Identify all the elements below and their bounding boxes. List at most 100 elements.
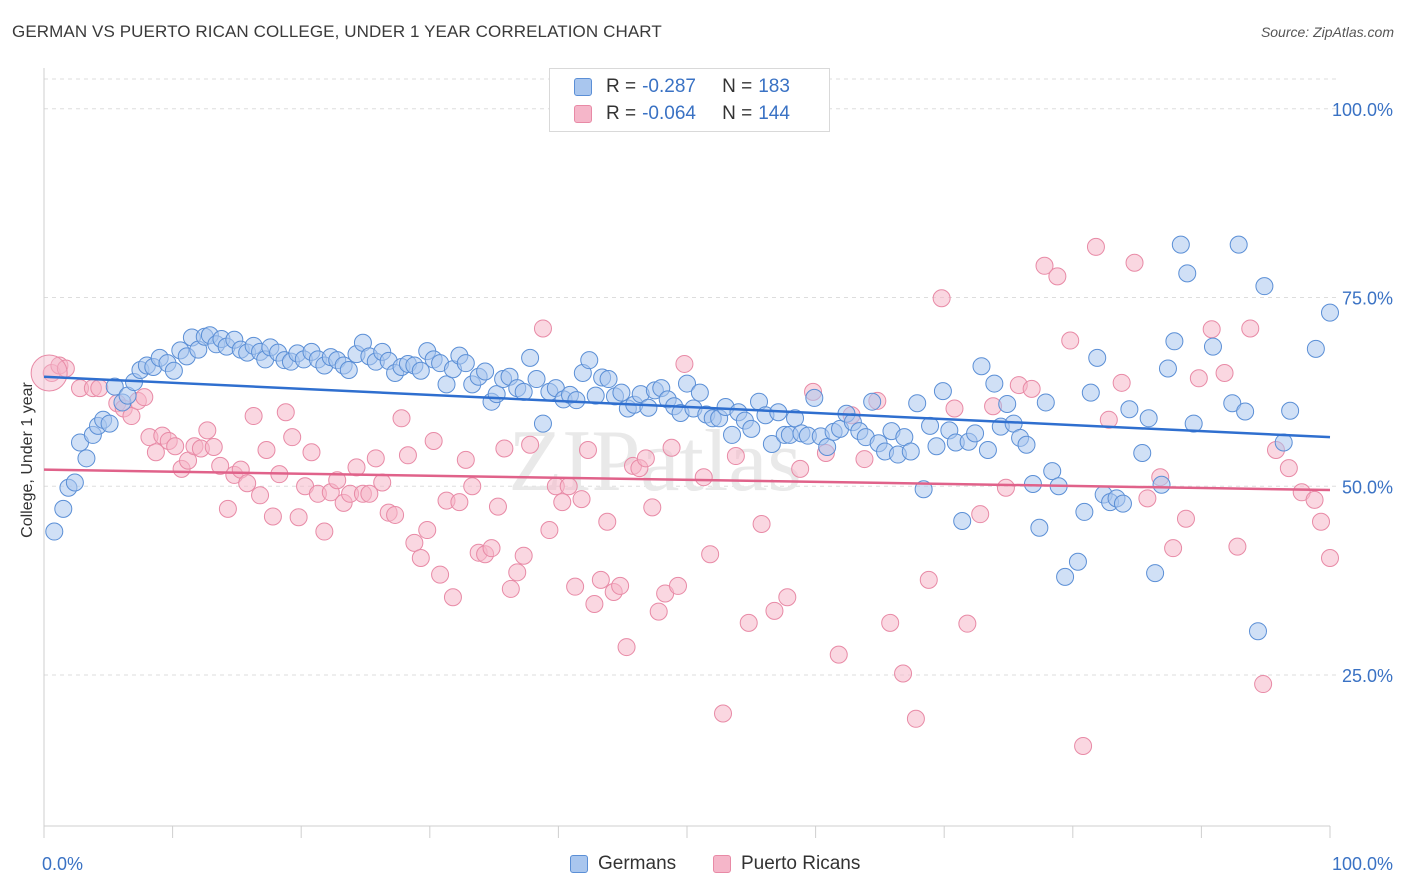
puerto-rican-point	[894, 664, 913, 683]
puerto-rican-point	[726, 447, 745, 466]
puerto-rican-point	[347, 458, 366, 477]
chart-title: GERMAN VS PUERTO RICAN COLLEGE, UNDER 1 …	[12, 22, 662, 41]
germans-n-label: N =	[722, 76, 753, 97]
puerto-rican-point	[495, 439, 514, 458]
german-point	[164, 361, 183, 380]
german-point	[1120, 400, 1139, 419]
puerto-rican-point	[257, 441, 276, 460]
puerto-rican-point	[855, 450, 874, 469]
german-point	[339, 360, 358, 379]
german-point	[521, 348, 540, 367]
puerto-rican-point	[218, 499, 237, 518]
german-point	[818, 437, 837, 456]
german-point	[105, 377, 124, 396]
trend-lines	[43, 375, 1331, 492]
x-tick-label-max: 100.0%	[1332, 854, 1393, 874]
german-point	[805, 388, 824, 407]
german-point	[77, 449, 96, 468]
puerto-rican-point	[591, 570, 610, 589]
puerto-rican-point	[701, 545, 720, 564]
german-point	[612, 383, 631, 402]
puerto-rican-point	[263, 507, 282, 526]
puerto-rican-point	[1305, 490, 1324, 509]
german-point	[1255, 277, 1274, 296]
puerto-rican-point	[386, 505, 405, 524]
german-point	[1152, 475, 1171, 494]
german-point	[1017, 435, 1036, 454]
puerto-rican-point	[366, 449, 385, 468]
series-germans	[45, 235, 1339, 641]
puerto-rican-point	[1061, 331, 1080, 350]
puerto-rican-point	[791, 459, 810, 478]
german-point	[953, 511, 972, 530]
puerto-rican-point	[662, 438, 681, 457]
german-point	[54, 499, 73, 518]
puerto-rican-point	[1254, 675, 1273, 694]
puerto-rican-point	[617, 638, 636, 657]
german-point	[908, 394, 927, 413]
german-point	[1165, 332, 1184, 351]
puerto-rican-point	[1189, 369, 1208, 388]
german-point	[1248, 622, 1267, 641]
puerto-rican-point	[424, 431, 443, 450]
puerto-ricans-legend-label: Puerto Ricans	[741, 853, 861, 874]
german-point	[1030, 518, 1049, 537]
puerto-ricans-legend-swatch	[713, 855, 731, 873]
puerto-rican-point	[881, 613, 900, 632]
puerto-rican-point	[1022, 379, 1041, 398]
german-point	[723, 425, 742, 444]
german-point	[762, 434, 781, 453]
puerto-rican-point	[636, 449, 655, 468]
correlation-legend: R = -0.287 N = 183 R = -0.064 N = 144	[549, 68, 830, 132]
series-puerto-ricans	[30, 237, 1339, 755]
puerto-rican-point	[668, 576, 687, 595]
german-point	[742, 419, 761, 438]
puerto-rican-point	[90, 379, 109, 398]
puerto-rican-point	[578, 441, 597, 460]
german-point	[972, 357, 991, 376]
puerto-rican-cluster-point	[30, 354, 68, 392]
puerto-rican-point	[392, 409, 411, 428]
puerto-ricans-trend-line	[43, 468, 1331, 492]
puerto-rican-point	[675, 354, 694, 373]
german-point	[1075, 502, 1094, 521]
puerto-rican-point	[373, 473, 392, 492]
puerto-rican-point	[411, 548, 430, 567]
puerto-rican-point	[553, 493, 572, 512]
puerto-rican-point	[328, 471, 347, 490]
german-point	[1236, 402, 1255, 421]
puerto-rican-point	[958, 614, 977, 633]
german-point	[1088, 348, 1107, 367]
german-point	[639, 398, 658, 417]
german-point	[1068, 552, 1087, 571]
puerto-rican-point	[533, 319, 552, 338]
source-credit: Source: ZipAtlas.com	[1260, 24, 1394, 40]
puerto-rican-point	[405, 533, 424, 552]
german-point	[580, 351, 599, 370]
y-tick-label-75: 75.0%	[1342, 289, 1393, 309]
german-point	[1146, 564, 1165, 583]
puerto-rican-point	[418, 521, 437, 540]
puerto-rican-point	[514, 546, 533, 565]
german-point	[1306, 339, 1325, 358]
legend-row-germans: R = -0.287 N = 183	[574, 75, 790, 99]
puerto-rican-point	[585, 595, 604, 614]
puerto-rican-point	[289, 508, 308, 527]
legend-row-puerto-ricans: R = -0.064 N = 144	[574, 102, 790, 126]
puerto-rican-point	[1241, 319, 1260, 338]
puerto-rican-point	[283, 428, 302, 447]
germans-legend-label: Germans	[598, 853, 677, 874]
puerto-rican-point	[572, 490, 591, 509]
german-point	[690, 383, 709, 402]
puerto-rican-point	[739, 613, 758, 632]
puerto-rican-point	[1112, 373, 1131, 392]
puerto-rican-point	[1074, 736, 1093, 755]
german-point	[914, 480, 933, 499]
puerto-rican-point	[1138, 489, 1157, 508]
german-point	[933, 382, 952, 401]
german-point	[456, 354, 475, 373]
germans-legend-swatch	[570, 855, 588, 873]
puerto-rican-point	[945, 399, 964, 418]
puerto-rican-point	[932, 289, 951, 308]
